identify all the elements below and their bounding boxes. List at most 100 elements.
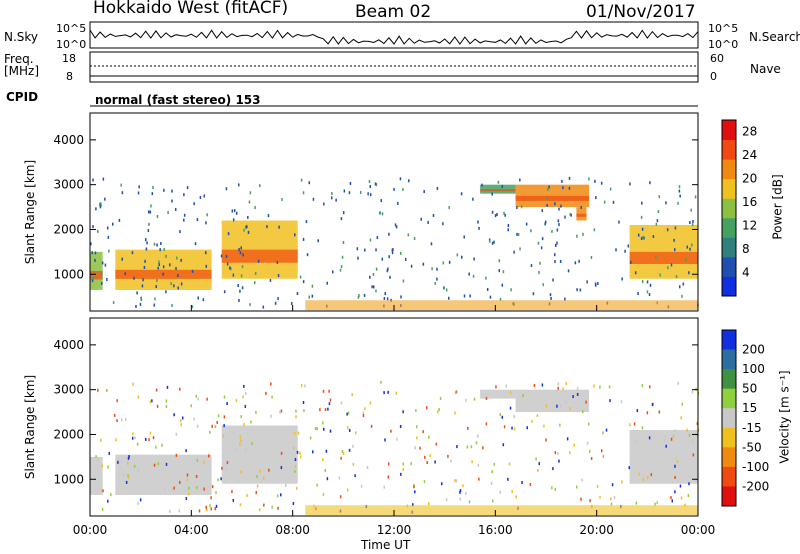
ytick-label: 1000 bbox=[53, 267, 84, 281]
scatter-speck bbox=[294, 464, 297, 468]
scatter-speck bbox=[641, 227, 644, 231]
scatter-speck bbox=[349, 181, 352, 185]
scatter-speck bbox=[678, 285, 681, 289]
scatter-speck bbox=[348, 428, 351, 432]
scatter-speck bbox=[311, 284, 314, 288]
scatter-speck bbox=[557, 219, 560, 223]
nsky-label: N.Sky bbox=[4, 30, 39, 44]
scatter-speck bbox=[242, 253, 244, 257]
scatter-speck bbox=[202, 298, 205, 302]
scatter-speck bbox=[233, 209, 236, 213]
colorbar-frame bbox=[721, 329, 737, 507]
scatter-speck bbox=[388, 232, 390, 236]
scatter-speck bbox=[104, 263, 107, 267]
scatter-speck bbox=[225, 187, 228, 191]
scatter-speck bbox=[99, 202, 102, 206]
scatter-speck bbox=[442, 222, 444, 226]
scatter-speck bbox=[153, 303, 156, 307]
scatter-speck bbox=[389, 275, 391, 279]
scatter-speck bbox=[206, 397, 208, 401]
scatter-speck bbox=[140, 298, 143, 302]
scatter-speck bbox=[278, 225, 280, 229]
scatter-speck bbox=[439, 396, 442, 400]
scatter-speck bbox=[339, 495, 342, 499]
scatter-speck bbox=[489, 295, 492, 299]
scatter-speck bbox=[292, 446, 295, 450]
scatter-speck bbox=[295, 415, 297, 419]
scatter-speck bbox=[354, 474, 356, 478]
scatter-speck bbox=[158, 262, 161, 266]
nave-label: Nave bbox=[750, 62, 781, 76]
scatter-speck bbox=[456, 253, 459, 257]
scatter-speck bbox=[587, 422, 590, 426]
scatter-speck bbox=[686, 428, 688, 432]
scatter-speck bbox=[149, 400, 152, 404]
scatter-speck bbox=[277, 274, 280, 278]
scatter-speck bbox=[637, 292, 639, 296]
freq-label: Freq. bbox=[4, 52, 34, 66]
scatter-speck bbox=[97, 457, 99, 461]
scatter-speck bbox=[576, 234, 578, 238]
scatter-speck bbox=[144, 238, 147, 242]
scatter-speck bbox=[610, 502, 613, 506]
scatter-speck bbox=[294, 233, 296, 237]
scatter-speck bbox=[340, 456, 342, 460]
scatter-speck bbox=[139, 498, 142, 502]
scatter-speck bbox=[399, 177, 402, 181]
scatter-speck bbox=[599, 385, 601, 389]
scatter-speck bbox=[386, 269, 389, 273]
scatter-speck bbox=[195, 394, 197, 398]
velocity-ylabel: Slant Range [km] bbox=[23, 374, 38, 480]
scatter-speck bbox=[413, 485, 415, 489]
colorbar-segment bbox=[722, 447, 736, 468]
scatter-speck bbox=[554, 243, 557, 247]
scatter-speck bbox=[550, 296, 552, 300]
scatter-speck bbox=[613, 495, 616, 499]
scatter-speck bbox=[468, 272, 470, 276]
scatter-speck bbox=[491, 470, 493, 474]
scatter-speck bbox=[423, 190, 425, 194]
scatter-speck bbox=[407, 233, 410, 237]
scatter-speck bbox=[108, 249, 110, 253]
scatter-speck bbox=[431, 267, 433, 271]
nsearch-label: N.Search bbox=[749, 30, 800, 44]
scatter-speck bbox=[162, 272, 164, 276]
scatter-speck bbox=[179, 419, 182, 423]
scatter-speck bbox=[240, 415, 243, 419]
scatter-speck bbox=[557, 452, 559, 456]
scatter-speck bbox=[242, 395, 244, 399]
scatter-speck bbox=[292, 502, 295, 506]
scatter-speck bbox=[210, 507, 213, 511]
scatter-speck bbox=[497, 180, 500, 184]
scatter-speck bbox=[415, 408, 417, 412]
scatter-speck bbox=[139, 302, 142, 306]
scatter-speck bbox=[410, 264, 413, 268]
scatter-speck bbox=[564, 297, 566, 301]
scatter-speck bbox=[276, 494, 279, 498]
scatter-speck bbox=[257, 259, 260, 263]
scatter-speck bbox=[316, 427, 318, 431]
nsky-trace bbox=[89, 29, 699, 45]
scatter-speck bbox=[411, 503, 414, 507]
scatter-speck bbox=[544, 220, 547, 224]
scatter-speck bbox=[225, 467, 227, 471]
scatter-speck bbox=[554, 451, 557, 455]
scatter-speck bbox=[557, 382, 560, 386]
scatter-speck bbox=[220, 477, 222, 481]
scatter-speck bbox=[593, 384, 595, 388]
scatter-speck bbox=[117, 460, 119, 464]
scatter-speck bbox=[302, 280, 305, 284]
scatter-speck bbox=[656, 501, 658, 505]
scatter-speck bbox=[180, 282, 183, 286]
scatter-speck bbox=[235, 448, 237, 452]
scatter-speck bbox=[674, 429, 676, 433]
scatter-speck bbox=[183, 218, 185, 222]
scatter-speck bbox=[442, 261, 445, 265]
freq-units: [MHz] bbox=[4, 64, 40, 78]
scatter-speck bbox=[195, 474, 198, 478]
scatter-speck bbox=[284, 483, 287, 487]
scatter-speck bbox=[322, 458, 324, 462]
scatter-speck bbox=[176, 256, 178, 260]
scatter-speck bbox=[576, 392, 579, 396]
scatter-speck bbox=[217, 478, 219, 482]
